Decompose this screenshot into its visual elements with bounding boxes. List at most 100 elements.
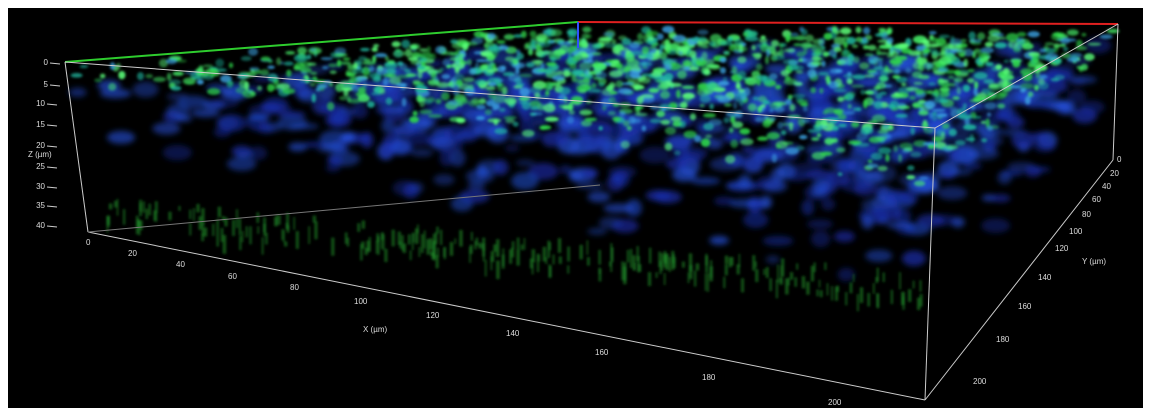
- green-cluster: [411, 51, 422, 57]
- green-cluster: [571, 101, 581, 105]
- green-cluster: [612, 116, 621, 121]
- blue-cluster: [612, 219, 639, 233]
- green-cluster: [660, 119, 670, 124]
- green-speck: [688, 272, 690, 283]
- green-speck: [648, 272, 651, 286]
- green-cluster: [649, 37, 654, 41]
- green-cluster: [907, 165, 914, 170]
- green-cluster: [629, 42, 640, 49]
- green-cluster: [1008, 40, 1018, 48]
- green-speck: [424, 230, 426, 248]
- green-cluster: [244, 81, 249, 90]
- green-cluster: [720, 57, 727, 62]
- blue-cluster: [766, 256, 780, 264]
- green-speck: [689, 253, 692, 271]
- green-cluster: [910, 151, 921, 157]
- green-cluster: [475, 79, 487, 85]
- blue-cluster: [606, 124, 637, 139]
- green-speck: [376, 241, 378, 254]
- green-speck: [669, 257, 671, 272]
- green-cluster: [582, 26, 591, 32]
- green-speck: [610, 261, 612, 272]
- green-cluster: [754, 53, 761, 60]
- green-cluster: [316, 84, 328, 89]
- blue-cluster: [466, 169, 495, 183]
- green-cluster: [718, 81, 729, 86]
- green-cluster: [545, 91, 549, 96]
- green-speck: [587, 240, 589, 255]
- z-tick-label: 35: [36, 201, 45, 210]
- green-cluster: [865, 91, 874, 95]
- green-cluster: [567, 116, 574, 124]
- green-speck: [766, 267, 769, 278]
- blue-cluster: [968, 147, 999, 160]
- blue-cluster: [894, 209, 911, 222]
- green-cluster: [1012, 60, 1020, 68]
- green-cluster: [358, 94, 370, 102]
- green-cluster: [545, 117, 559, 122]
- blue-cluster: [838, 268, 855, 282]
- z-tick-label: 0: [44, 58, 49, 67]
- green-cluster: [709, 65, 721, 69]
- green-speck: [630, 249, 632, 268]
- green-speck: [737, 264, 740, 274]
- green-speck: [516, 250, 519, 266]
- green-speck: [427, 239, 430, 255]
- blue-cluster: [937, 186, 967, 200]
- green-cluster: [757, 106, 762, 113]
- green-cluster: [704, 69, 711, 76]
- green-cluster: [241, 56, 252, 61]
- green-speck: [199, 216, 202, 230]
- green-cluster: [648, 31, 659, 37]
- green-cluster: [369, 66, 375, 72]
- green-cluster: [995, 64, 1002, 70]
- green-cluster: [833, 54, 837, 59]
- green-cluster: [1082, 33, 1087, 36]
- blue-cluster: [278, 111, 306, 118]
- green-cluster: [930, 37, 939, 43]
- green-speck: [204, 228, 207, 237]
- green-cluster: [609, 91, 618, 94]
- green-speck: [217, 219, 219, 234]
- green-cluster: [285, 51, 295, 55]
- green-cluster: [969, 99, 981, 102]
- blue-cluster: [672, 168, 696, 182]
- green-cluster: [310, 72, 317, 75]
- green-speck: [454, 238, 456, 244]
- blue-cluster: [791, 162, 822, 175]
- green-cluster: [985, 102, 996, 110]
- blue-cluster: [1034, 140, 1056, 152]
- green-speck: [853, 274, 855, 282]
- green-cluster: [532, 112, 543, 115]
- green-cluster: [448, 82, 454, 86]
- green-cluster: [226, 80, 233, 88]
- green-cluster: [913, 82, 922, 85]
- green-cluster: [689, 67, 699, 71]
- green-cluster: [284, 61, 294, 65]
- green-speck: [313, 216, 316, 223]
- green-speck: [189, 223, 191, 235]
- green-speck: [532, 264, 534, 275]
- green-cluster: [581, 53, 588, 58]
- green-cluster: [823, 110, 829, 115]
- blue-cluster: [995, 108, 1020, 122]
- green-cluster: [701, 138, 710, 147]
- green-cluster: [371, 92, 382, 95]
- green-cluster: [619, 112, 625, 116]
- green-cluster: [386, 97, 392, 104]
- green-speck: [114, 201, 117, 208]
- green-cluster: [987, 112, 991, 116]
- green-cluster: [1051, 78, 1060, 81]
- green-cluster: [918, 100, 926, 104]
- blue-cluster: [361, 132, 374, 148]
- green-speck: [785, 278, 788, 294]
- blue-cluster: [811, 230, 830, 247]
- green-cluster: [402, 98, 407, 107]
- green-cluster: [769, 109, 774, 112]
- green-cluster: [955, 140, 966, 146]
- green-cluster: [932, 112, 938, 115]
- green-cluster: [838, 124, 847, 127]
- blue-cluster: [1025, 165, 1042, 177]
- green-cluster: [751, 45, 755, 51]
- green-speck: [403, 244, 406, 253]
